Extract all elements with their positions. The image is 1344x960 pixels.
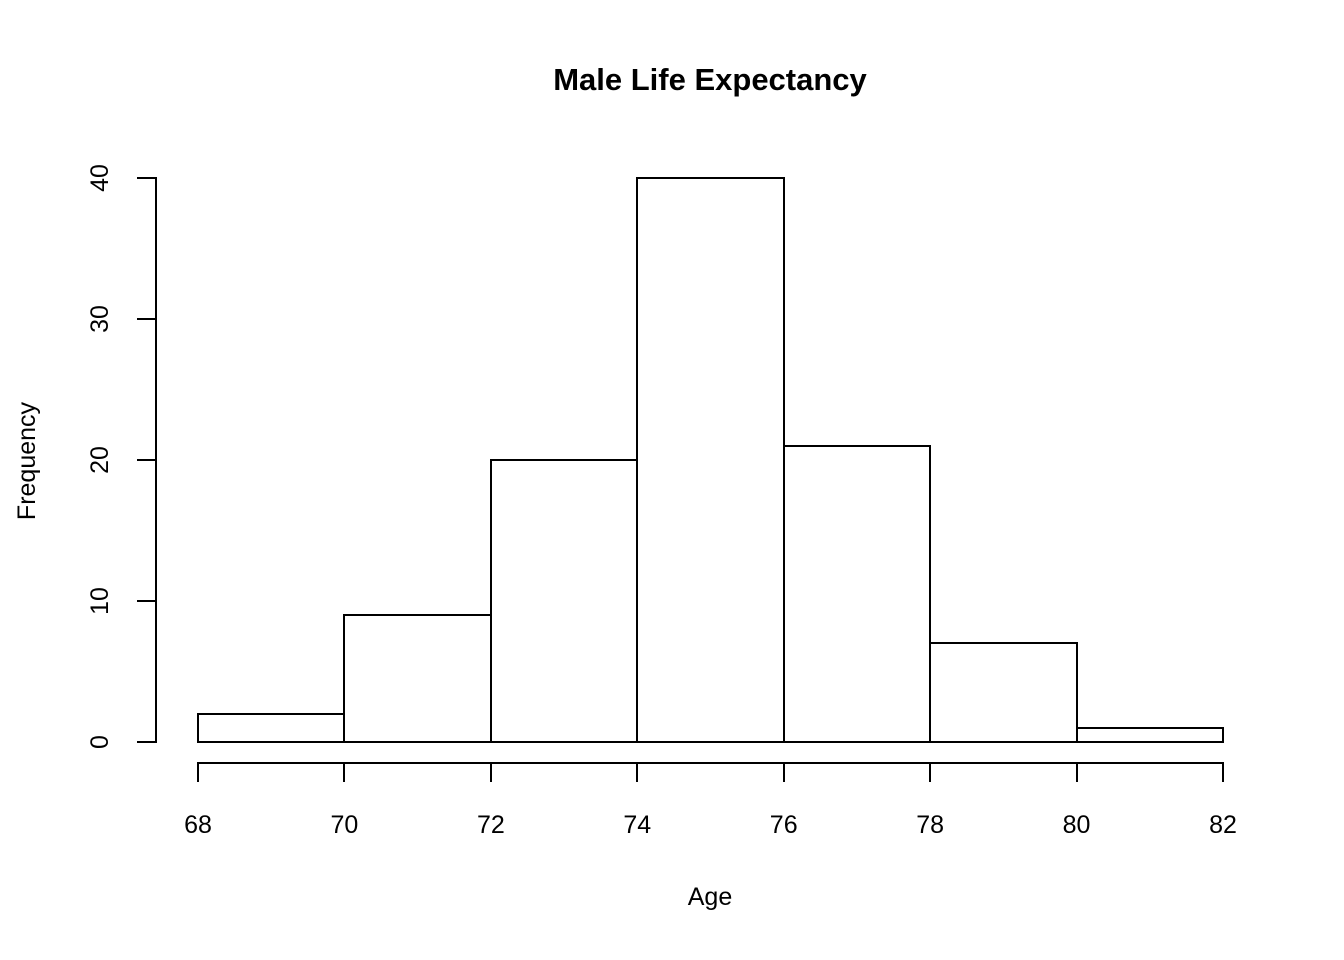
chart-title: Male Life Expectancy xyxy=(553,62,867,97)
x-axis-tick xyxy=(636,762,639,782)
histogram-bar xyxy=(197,712,346,743)
x-axis-label: Age xyxy=(687,883,733,911)
histogram-bar xyxy=(929,642,1078,743)
x-tick-label: 78 xyxy=(916,811,945,839)
y-tick-label: 40 xyxy=(86,164,114,192)
y-axis-line xyxy=(155,177,157,743)
x-tick-label: 76 xyxy=(769,811,798,839)
y-tick-label: 0 xyxy=(86,735,114,749)
x-tick-label: 82 xyxy=(1209,811,1237,839)
y-axis-label: Frequency xyxy=(13,401,41,521)
histogram-bar xyxy=(1075,726,1224,743)
x-axis-tick xyxy=(197,762,199,782)
y-axis-tick xyxy=(137,177,155,179)
y-tick-label: 10 xyxy=(86,587,114,615)
x-tick-label: 68 xyxy=(184,811,212,839)
x-axis-tick xyxy=(929,762,932,782)
x-axis-line xyxy=(197,762,1224,764)
y-tick-label: 20 xyxy=(86,446,114,474)
x-tick-label: 74 xyxy=(623,811,652,839)
histogram-bar xyxy=(782,444,932,743)
x-axis-tick xyxy=(782,762,785,782)
histogram-bar xyxy=(489,459,639,743)
y-tick-label: 30 xyxy=(86,305,114,333)
y-axis-tick xyxy=(137,600,155,602)
x-tick-label: 70 xyxy=(330,811,359,839)
x-tick-label: 80 xyxy=(1062,811,1091,839)
x-axis-tick xyxy=(1075,762,1078,782)
y-axis-tick xyxy=(137,741,155,743)
histogram-bar xyxy=(636,177,785,743)
histogram-bar xyxy=(343,614,492,743)
x-axis-tick xyxy=(343,762,346,782)
x-axis-tick xyxy=(1222,762,1224,782)
y-axis-tick xyxy=(137,318,155,320)
x-tick-label: 72 xyxy=(476,811,505,839)
y-axis-tick xyxy=(137,459,155,461)
x-axis-tick xyxy=(489,762,492,782)
